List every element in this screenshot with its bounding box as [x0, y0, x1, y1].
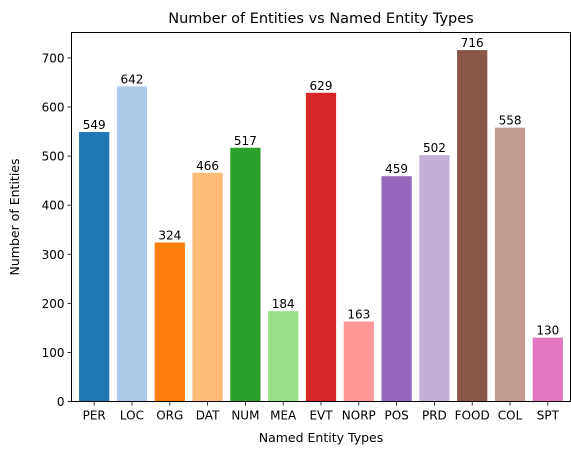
bar-spt: [532, 337, 563, 402]
bar-value-label-num: 517: [234, 134, 257, 148]
bar-value-label-evt: 629: [310, 79, 333, 93]
bar-value-label-spt: 130: [536, 324, 559, 338]
bar-value-labels: 549 642 324 466 517 184 629 163 459 502 716 558 130: [83, 36, 560, 338]
y-tick-label: 400: [42, 199, 65, 213]
x-tick-label-col: COL: [498, 409, 523, 423]
y-tick-label: 300: [42, 248, 65, 262]
bar-value-label-mea: 184: [272, 297, 295, 311]
y-tick-label: 0: [57, 395, 65, 409]
bar-norp: [343, 321, 374, 402]
bar-value-label-col: 558: [499, 114, 522, 128]
bar-num: [230, 147, 261, 402]
bar-food: [457, 50, 488, 402]
chart-title: Number of Entities vs Named Entity Types: [168, 11, 473, 27]
y-axis-ticks: 0 100 200 300 400 500 600 700: [42, 51, 72, 409]
bar-value-label-norp: 163: [347, 308, 370, 322]
x-tick-label-prd: PRD: [422, 409, 447, 423]
x-tick-label-dat: DAT: [196, 409, 220, 423]
y-tick-label: 200: [42, 297, 65, 311]
x-tick-label-loc: LOC: [120, 409, 144, 423]
bar-per: [79, 132, 110, 402]
x-tick-label-evt: EVT: [309, 409, 333, 423]
y-tick-label: 700: [42, 51, 65, 65]
bar-pos: [381, 176, 412, 402]
x-axis-ticks: PER LOC ORG DAT NUM MEA EVT NORP POS PRD FOOD COL SP…: [83, 401, 560, 423]
x-tick-label-org: ORG: [156, 409, 183, 423]
bar-value-label-per: 549: [83, 118, 106, 132]
bar-org: [154, 242, 185, 402]
x-tick-label-per: PER: [83, 409, 106, 423]
bar-col: [494, 127, 526, 402]
bars-group: [79, 50, 563, 402]
bar-prd: [419, 155, 450, 402]
y-tick-label: 100: [42, 346, 65, 360]
bar-value-label-org: 324: [158, 228, 181, 242]
bar-value-label-prd: 502: [423, 141, 446, 155]
x-tick-label-spt: SPT: [537, 409, 560, 423]
bar-value-label-pos: 459: [385, 162, 408, 176]
x-tick-label-num: NUM: [231, 409, 259, 423]
bar-loc: [116, 86, 148, 402]
x-tick-label-food: FOOD: [455, 409, 490, 423]
x-tick-label-mea: MEA: [270, 409, 297, 423]
bar-value-label-loc: 642: [121, 72, 144, 86]
bar-value-label-dat: 466: [196, 159, 219, 173]
bar-value-label-food: 716: [461, 36, 484, 50]
bar-evt: [305, 92, 337, 402]
x-tick-label-norp: NORP: [342, 409, 376, 423]
y-axis-label: Number of Entities: [7, 159, 22, 276]
x-axis-label: Named Entity Types: [259, 430, 383, 445]
bar-dat: [192, 172, 223, 402]
y-tick-label: 500: [42, 150, 65, 164]
bar-mea: [268, 311, 299, 402]
y-tick-label: 600: [42, 101, 65, 115]
x-tick-label-pos: POS: [384, 409, 408, 423]
